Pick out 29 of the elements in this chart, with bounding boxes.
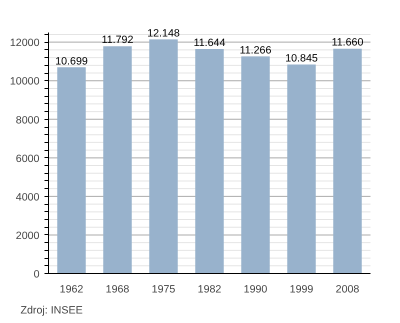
bar <box>57 67 86 274</box>
text: Zdroj: INSEE <box>20 304 83 316</box>
y-tick-label: 4000 <box>16 191 40 204</box>
data-label: 11.792 <box>102 34 134 46</box>
x-tick-label: 1968 <box>106 284 130 296</box>
x-tick-label: 1982 <box>198 284 222 296</box>
x-tick-label: 1990 <box>244 284 268 296</box>
data-label: 12.148 <box>147 27 180 40</box>
bar <box>287 64 316 274</box>
bar <box>333 48 362 274</box>
data-label: 10.845 <box>285 52 318 64</box>
x-tick-label: 2008 <box>336 284 360 296</box>
data-label: 10.699 <box>55 55 88 68</box>
y-tick-label: 0 <box>34 268 40 280</box>
y-tick-label: 12000 <box>10 37 40 50</box>
y-tick-label: 6000 <box>16 152 40 165</box>
bar <box>149 39 178 274</box>
x-tick-label: 1962 <box>60 284 84 296</box>
bar <box>103 46 132 274</box>
y-tick-label: 8000 <box>16 114 40 126</box>
data-label: 11.644 <box>194 37 226 50</box>
x-tick-label: 1975 <box>152 284 176 296</box>
y-tick-label: 2000 <box>16 230 40 242</box>
y-tick-label: 10000 <box>10 76 40 88</box>
data-label: 11.660 <box>332 36 364 49</box>
x-tick-label: 1999 <box>290 284 314 296</box>
bar <box>195 49 224 274</box>
data-label: 11.266 <box>240 44 272 56</box>
bar <box>241 56 270 274</box>
